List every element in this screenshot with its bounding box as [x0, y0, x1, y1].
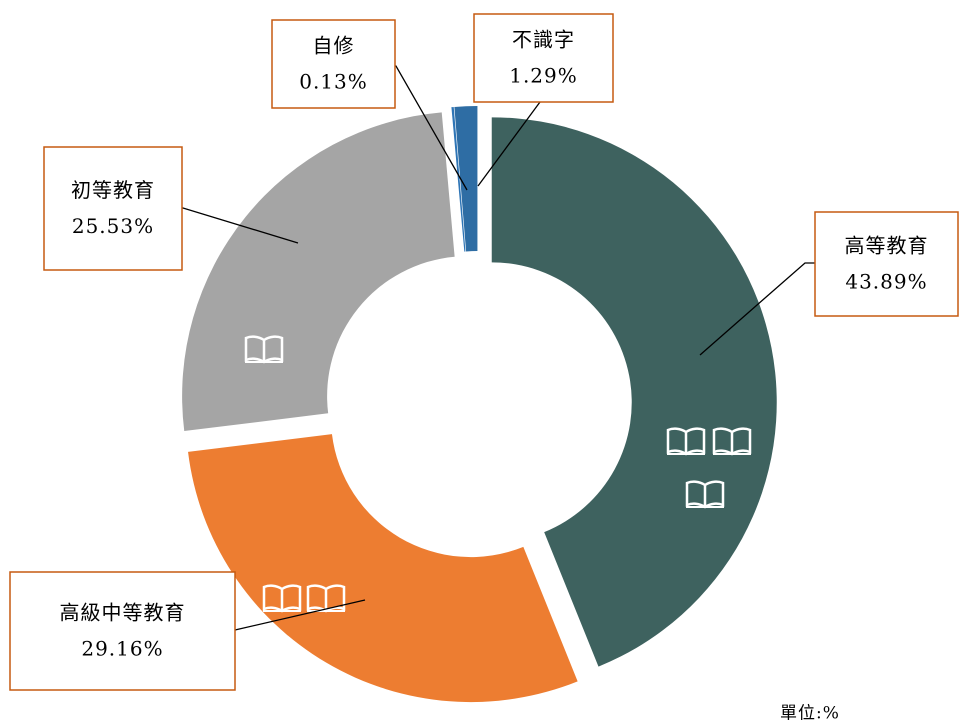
- value-label: 25.53%: [72, 214, 154, 238]
- value-label: 0.13%: [299, 70, 368, 94]
- labels: 高等教育 43.89% 高級中等教育 29.16% 初等教育 25.53% 自修 0.13% 不…: [9, 13, 959, 691]
- unit-note: 單位:%: [780, 704, 840, 724]
- slice: [491, 117, 777, 667]
- category-label: 高級中等教育: [60, 601, 186, 625]
- leader-line: [699, 262, 815, 356]
- leader-line: [477, 101, 541, 187]
- label-box: [9, 571, 236, 691]
- label-box: [271, 19, 396, 109]
- value-label: 43.89%: [845, 270, 927, 294]
- slice: [182, 112, 455, 432]
- category-label: 初等教育: [71, 178, 155, 202]
- category-label: 不識字: [512, 28, 575, 52]
- label-box: [43, 146, 183, 271]
- label-box: [814, 211, 959, 317]
- leader-line: [234, 599, 366, 631]
- category-label: 自修: [313, 34, 355, 58]
- value-label: 29.16%: [81, 637, 163, 661]
- slices: [182, 106, 777, 703]
- label-box: [473, 13, 614, 103]
- category-label: 高等教育: [845, 234, 929, 258]
- slice: [451, 106, 466, 252]
- slice: [454, 106, 478, 252]
- value-label: 1.29%: [509, 64, 578, 88]
- slice: [188, 434, 578, 703]
